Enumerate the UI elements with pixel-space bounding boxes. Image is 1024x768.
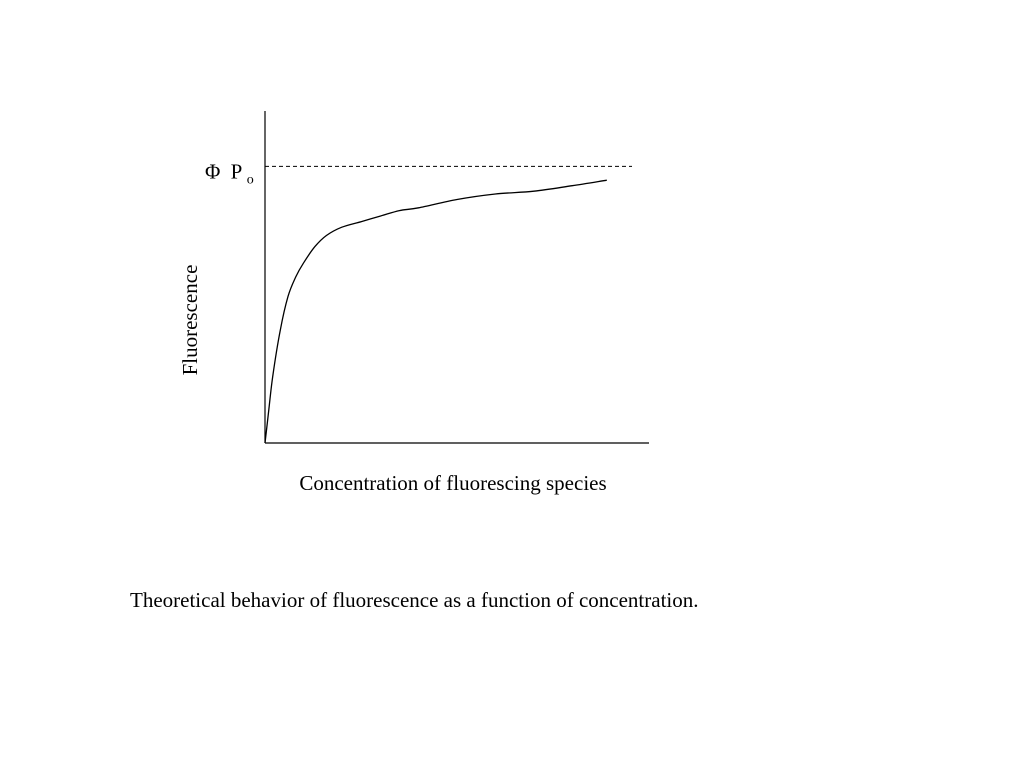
p-letter: P [231,159,242,183]
x-axis-label: Concentration of fluorescing species [299,471,606,495]
y-axis-label: Fluorescence [178,265,202,376]
reference-label: Φ P o [205,159,254,187]
subscript-o: o [247,172,254,187]
fluorescence-curve [264,179,607,444]
figure-caption: Theoretical behavior of fluorescence as … [130,588,699,612]
phi-symbol: Φ [205,159,220,183]
